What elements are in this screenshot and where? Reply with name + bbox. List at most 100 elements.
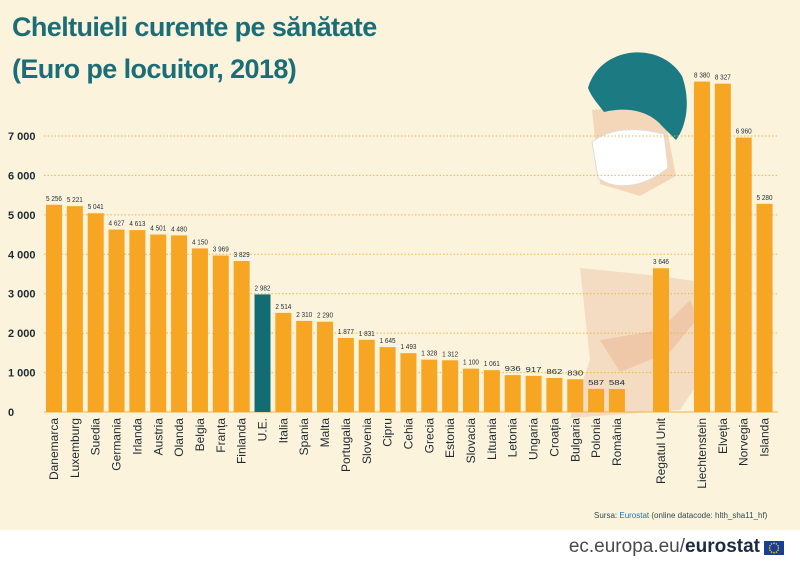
bar-chart: 0 1 000 2 000 3 000 4 000 5 000 6 000 7 000 5 2… xyxy=(8,52,778,489)
bar-bulgaria xyxy=(567,379,584,412)
bar-letonia xyxy=(504,375,521,412)
category-label-franta: Franța xyxy=(214,418,228,453)
category-label-polonia: Polonia xyxy=(589,418,603,458)
value-label-danemarca: 5 256 xyxy=(46,194,62,203)
bar-norvegia xyxy=(735,137,752,412)
value-label-belgia: 4 150 xyxy=(192,237,208,246)
background-illustration xyxy=(570,52,700,418)
category-label-germania: Germania xyxy=(110,418,124,471)
category-label-italia: Italia xyxy=(276,418,290,444)
category-label-liechtenstein: Liechtenstein xyxy=(695,418,709,489)
footer-site-text[interactable]: ec.europa.eu/eurostat xyxy=(569,536,760,558)
category-label-lituania: Lituania xyxy=(485,418,499,460)
bar-franta xyxy=(212,255,229,412)
value-label-romania: 584 xyxy=(609,378,625,387)
illustration-hand-shape xyxy=(600,300,698,372)
category-label-spania: Spania xyxy=(297,418,311,456)
y-tick-label: 3 000 xyxy=(8,289,36,301)
bar-lituania xyxy=(483,370,500,412)
bar-liechtenstein xyxy=(694,81,710,413)
y-tick-label: 5 000 xyxy=(8,210,36,222)
value-label-lituania: 1 061 xyxy=(484,359,500,368)
bar-finlanda xyxy=(233,261,250,412)
value-label-bulgaria: 830 xyxy=(567,368,583,377)
category-label-croatia: Croația xyxy=(547,418,561,457)
y-tick-label: 4 000 xyxy=(8,249,36,261)
category-label-finlanda: Finlanda xyxy=(235,418,249,464)
bar-irlanda xyxy=(129,230,146,412)
category-label-luxemburg: Luxemburg xyxy=(68,418,82,478)
y-tick-label: 0 xyxy=(8,407,14,419)
y-axis: 0 1 000 2 000 3 000 4 000 5 000 6 000 7 000 xyxy=(8,131,36,419)
category-label-danemarca: Danemarca xyxy=(47,418,61,480)
value-label-luxemburg: 5 221 xyxy=(67,195,83,204)
value-label-regatul-unit: 3 646 xyxy=(653,257,669,266)
bar-ungaria xyxy=(525,375,542,412)
bar-luxemburg xyxy=(66,206,83,412)
value-label-italia: 2 514 xyxy=(275,302,291,311)
value-label-ungaria: 917 xyxy=(526,365,542,374)
chart-bars xyxy=(46,81,773,413)
value-label-portugalia: 1 877 xyxy=(338,327,354,336)
category-label-estonia: Estonia xyxy=(443,418,457,458)
category-label-u-e: U.E. xyxy=(256,418,270,441)
bar-spania xyxy=(296,320,313,412)
bar-portugalia xyxy=(337,337,354,412)
bar-danemarca xyxy=(46,204,62,412)
value-label-suedia: 5 041 xyxy=(88,202,104,211)
value-label-spania: 2 310 xyxy=(296,310,312,319)
y-tick-label: 1 000 xyxy=(8,368,36,380)
bar-slovenia xyxy=(358,339,375,412)
value-label-olanda: 4 480 xyxy=(171,224,187,233)
value-label-u-e: 2 982 xyxy=(255,283,271,292)
bar-polonia xyxy=(588,388,605,412)
value-label-polonia: 587 xyxy=(588,378,604,387)
chart-category-labels: Danemarca Luxemburg Suedia Germania Irlanda A… xyxy=(47,417,772,488)
value-label-grecia: 1 328 xyxy=(421,349,437,358)
source-label: Sursa: xyxy=(594,511,618,520)
bar-u-e xyxy=(254,294,271,412)
category-label-slovenia: Slovenia xyxy=(360,418,374,464)
category-label-grecia: Grecia xyxy=(422,418,436,454)
eu-flag-icon xyxy=(764,541,784,555)
value-label-austria: 4 501 xyxy=(150,224,166,233)
illustration-mask-shape xyxy=(591,129,669,187)
category-label-norvegia: Norvegia xyxy=(737,418,751,466)
bar-cipru xyxy=(379,347,396,412)
category-label-romania: România xyxy=(610,418,624,466)
bar-regatul-unit xyxy=(653,268,669,412)
value-label-slovenia: 1 831 xyxy=(359,329,375,338)
category-label-slovacia: Slovacia xyxy=(464,418,478,464)
category-label-elvetia: Elveția xyxy=(716,418,730,454)
source-link[interactable]: Eurostat xyxy=(619,511,650,520)
category-label-olanda: Olanda xyxy=(172,418,186,457)
value-label-islanda: 5 280 xyxy=(757,193,773,202)
value-label-cipru: 1 645 xyxy=(380,336,396,345)
bar-romania xyxy=(608,388,625,412)
bar-elvetia xyxy=(714,83,731,412)
category-label-cipru: Cipru xyxy=(381,418,395,447)
value-label-estonia: 1 312 xyxy=(442,349,458,358)
illustration-hair-shape xyxy=(588,52,687,140)
value-label-finlanda: 3 829 xyxy=(234,250,250,259)
category-label-austria: Austria xyxy=(151,418,165,456)
chart-title-line1: Cheltuieli curente pe sănătate xyxy=(12,12,377,42)
bar-olanda xyxy=(171,235,188,412)
bar-suedia xyxy=(87,213,104,412)
value-label-norvegia: 6 960 xyxy=(736,127,752,136)
value-label-letonia: 936 xyxy=(505,364,521,373)
bar-grecia xyxy=(421,359,438,412)
y-tick-label: 2 000 xyxy=(8,328,36,340)
value-label-elvetia: 8 327 xyxy=(715,73,731,82)
category-label-cehia: Cehia xyxy=(401,418,415,450)
y-tick-label: 6 000 xyxy=(8,170,36,182)
bar-croatia xyxy=(546,378,563,412)
chart-panel: Cheltuieli curente pe sănătate (Euro pe … xyxy=(0,0,800,530)
y-tick-label: 7 000 xyxy=(8,131,36,143)
category-label-ungaria: Ungaria xyxy=(527,418,541,460)
category-label-irlanda: Irlanda xyxy=(130,418,144,455)
category-label-suedia: Suedia xyxy=(89,418,103,456)
bar-italia xyxy=(275,312,292,412)
bar-belgia xyxy=(191,248,208,412)
bar-austria xyxy=(150,234,167,412)
